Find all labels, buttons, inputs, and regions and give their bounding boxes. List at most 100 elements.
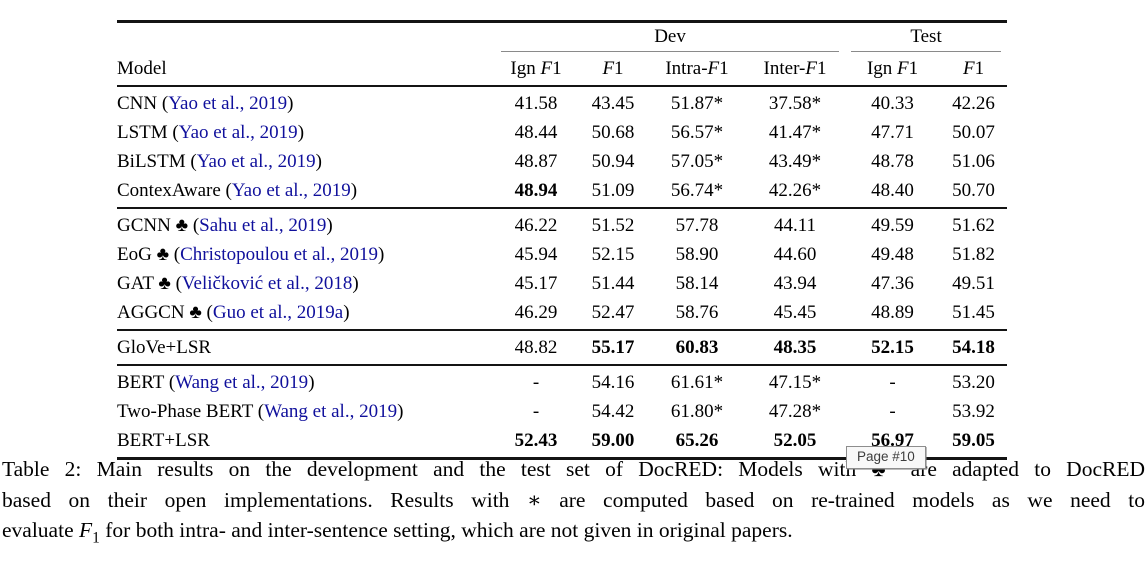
value-cell: 51.52 bbox=[591, 214, 635, 236]
table-row: ContexAware (Yao et al., 2019) 48.94 51.09… bbox=[117, 176, 1007, 208]
value-cell: 48.89 bbox=[871, 301, 914, 323]
table-row: EoG ♣ (Christopoulou et al., 2019) 45.94 5… bbox=[117, 240, 1007, 269]
table-row: BERT (Wang et al., 2019) - 54.16 61.61* 47.1… bbox=[117, 365, 1007, 397]
value-cell: 48.87 bbox=[514, 150, 558, 172]
value-cell: 56.57* bbox=[670, 121, 724, 143]
table-block-2: GloVe+LSR 48.82 55.17 60.83 48.35 52.15 54.18 bbox=[117, 330, 1008, 365]
model-cell: BERT (Wang et al., 2019) bbox=[117, 371, 315, 393]
table-row: AGGCN ♣ (Guo et al., 2019a) 46.29 52.47 58.… bbox=[117, 298, 1007, 330]
caption-line-1: Table 2: Main results on the development… bbox=[2, 457, 1145, 481]
column-header-3: Inter-F1 bbox=[763, 57, 827, 79]
table-header: Dev Test Model Ign F1 F1 Intra-F1 Inter-F1 I… bbox=[117, 22, 1008, 86]
column-header-row: Model Ign F1 F1 Intra-F1 Inter-F1 Ign F1 F1 bbox=[117, 52, 1007, 86]
value-cell: 40.33 bbox=[871, 92, 914, 114]
table-block-3: BERT (Wang et al., 2019) - 54.16 61.61* 47.1… bbox=[117, 365, 1008, 459]
value-cell: 51.06 bbox=[952, 150, 995, 172]
value-cell: 58.90 bbox=[675, 243, 719, 265]
value-cell: 51.62 bbox=[952, 214, 995, 236]
citation-link[interactable]: Sahu et al., 2019 bbox=[199, 214, 327, 236]
value-cell: 52.47 bbox=[591, 301, 635, 323]
table-row: GCNN ♣ (Sahu et al., 2019) 46.22 51.52 57.7… bbox=[117, 208, 1007, 240]
citation-link[interactable]: Wang et al., 2019 bbox=[264, 400, 398, 422]
model-cell: BERT+LSR bbox=[117, 429, 210, 451]
value-cell: 47.36 bbox=[871, 272, 914, 294]
value-cell: 51.09 bbox=[591, 179, 635, 201]
dev-group-label: Dev bbox=[654, 26, 686, 47]
value-cell: 48.94 bbox=[514, 179, 558, 201]
group-header-row: Dev Test bbox=[117, 22, 1007, 52]
value-cell: 48.44 bbox=[514, 121, 558, 143]
table-row: Two-Phase BERT (Wang et al., 2019) - 54.42… bbox=[117, 397, 1007, 426]
column-header-1: F1 bbox=[602, 57, 624, 79]
value-cell: 45.17 bbox=[514, 272, 558, 294]
model-cell: GAT ♣ (Veličković et al., 2018) bbox=[117, 272, 359, 294]
value-cell: 52.15 bbox=[591, 243, 635, 265]
club-suit-icon: ♣ bbox=[175, 214, 189, 236]
citation-link[interactable]: Yao et al., 2019 bbox=[178, 121, 298, 143]
value-cell: 43.94 bbox=[773, 272, 817, 294]
value-cell: 37.58* bbox=[768, 92, 822, 114]
value-cell: 56.97 bbox=[871, 429, 914, 451]
column-header-5: F1 bbox=[962, 57, 985, 79]
club-suit-icon: ♣ bbox=[189, 301, 202, 323]
model-cell: LSTM (Yao et al., 2019) bbox=[117, 121, 305, 143]
value-cell: - bbox=[889, 371, 896, 393]
table-caption: Table 2: Main results on the development… bbox=[0, 454, 1147, 554]
citation-link[interactable]: Yao et al., 2019 bbox=[168, 92, 288, 114]
value-cell: 50.68 bbox=[591, 121, 635, 143]
value-cell: 53.92 bbox=[952, 400, 995, 422]
value-cell: 56.74* bbox=[670, 179, 724, 201]
value-cell: 54.16 bbox=[591, 371, 635, 393]
table-row: GAT ♣ (Veličković et al., 2018) 45.17 51.4… bbox=[117, 269, 1007, 298]
value-cell: - bbox=[889, 400, 896, 422]
table-row: BiLSTM (Yao et al., 2019) 48.87 50.94 57.05… bbox=[117, 147, 1007, 176]
column-header-2: Intra-F1 bbox=[665, 57, 729, 79]
value-cell: 49.48 bbox=[871, 243, 914, 265]
model-cell: Two-Phase BERT (Wang et al., 2019) bbox=[117, 400, 404, 422]
table-block-1: GCNN ♣ (Sahu et al., 2019) 46.22 51.52 57.7… bbox=[117, 208, 1008, 330]
model-cell: GCNN ♣ (Sahu et al., 2019) bbox=[117, 214, 333, 236]
value-cell: 49.51 bbox=[952, 272, 995, 294]
value-cell: 41.58 bbox=[514, 92, 558, 114]
value-cell: 42.26* bbox=[768, 179, 822, 201]
value-cell: 47.15* bbox=[768, 371, 822, 393]
value-cell: 50.70 bbox=[952, 179, 995, 201]
value-cell: 44.11 bbox=[773, 214, 817, 236]
column-header-4: Ign F1 bbox=[866, 57, 919, 79]
citation-link[interactable]: Yao et al., 2019 bbox=[196, 150, 316, 172]
value-cell: 41.47* bbox=[768, 121, 822, 143]
results-table: Dev Test Model Ign F1 F1 Intra-F1 Inter-F1 I… bbox=[117, 20, 1008, 460]
column-header-0: Ign F1 bbox=[510, 57, 562, 79]
page-number-tooltip-label: Page #10 bbox=[857, 449, 915, 464]
model-cell: GloVe+LSR bbox=[117, 336, 212, 358]
value-cell: 58.14 bbox=[675, 272, 719, 294]
value-cell: 51.45 bbox=[952, 301, 995, 323]
citation-link[interactable]: Yao et al., 2019 bbox=[231, 179, 351, 201]
value-cell: 46.22 bbox=[514, 214, 558, 236]
test-group-label: Test bbox=[910, 26, 942, 47]
value-cell: 47.28* bbox=[768, 400, 822, 422]
value-cell: 51.44 bbox=[591, 272, 635, 294]
value-cell: 43.49* bbox=[768, 150, 822, 172]
test-cmidrule bbox=[851, 51, 1002, 52]
value-cell: 52.05 bbox=[773, 429, 817, 451]
citation-link[interactable]: Guo et al., 2019a bbox=[212, 301, 344, 323]
model-cell: CNN (Yao et al., 2019) bbox=[117, 92, 294, 114]
value-cell: 49.59 bbox=[871, 214, 914, 236]
value-cell: 57.78 bbox=[675, 214, 719, 236]
table-row: GloVe+LSR 48.82 55.17 60.83 48.35 52.15 54.18 bbox=[117, 330, 1007, 365]
value-cell: 48.82 bbox=[514, 336, 558, 358]
club-suit-icon: ♣ bbox=[158, 272, 171, 294]
value-cell: 53.20 bbox=[952, 371, 995, 393]
value-cell: 48.78 bbox=[871, 150, 914, 172]
value-cell: - bbox=[532, 400, 540, 422]
table-block-0: CNN (Yao et al., 2019) 41.58 43.45 51.87* 37… bbox=[117, 86, 1007, 208]
value-cell: 58.76 bbox=[675, 301, 719, 323]
dev-group-header: Dev bbox=[495, 22, 845, 52]
citation-link[interactable]: Veličković et al., 2018 bbox=[181, 272, 353, 294]
citation-link[interactable]: Christopoulou et al., 2019 bbox=[180, 243, 379, 265]
citation-link[interactable]: Wang et al., 2019 bbox=[175, 371, 309, 393]
value-cell: 52.15 bbox=[871, 336, 914, 358]
value-cell: 65.26 bbox=[675, 429, 719, 451]
value-cell: 55.17 bbox=[591, 336, 635, 358]
